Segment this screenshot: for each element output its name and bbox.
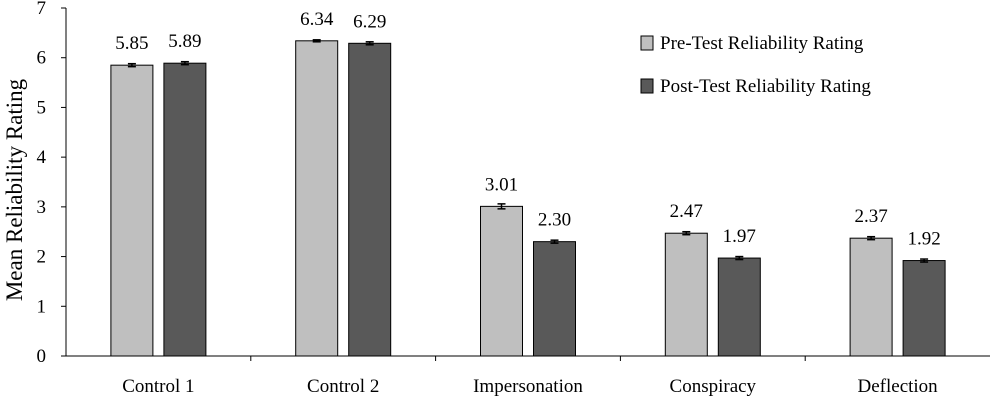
bar: [717, 257, 761, 357]
y-tick-label: 1: [37, 296, 47, 317]
y-tick-label: 4: [37, 147, 47, 168]
x-category-label: Control 1: [122, 376, 194, 397]
y-tick-label: 7: [37, 0, 47, 19]
bar: [348, 42, 392, 357]
y-axis: 0 1 2 3 4 5 6 7: [37, 0, 67, 367]
data-label: 2.30: [538, 210, 571, 231]
bar: [664, 232, 708, 357]
y-axis-label: Mean Reliability Rating: [2, 78, 27, 301]
x-category-label: Impersonation: [473, 376, 583, 397]
legend-label: Post-Test Reliability Rating: [660, 76, 871, 97]
data-label: 2.37: [854, 206, 887, 227]
legend: Pre-Test Reliability Rating Post-Test Rel…: [640, 33, 871, 97]
y-tick-label: 2: [37, 247, 47, 268]
y-tick-label: 5: [37, 97, 47, 118]
y-tick-label: 6: [37, 48, 47, 69]
bar: [480, 205, 523, 357]
bar: [110, 64, 154, 357]
x-category-label: Conspiracy: [670, 376, 757, 397]
y-tick-label: 3: [37, 197, 47, 218]
data-label: 2.47: [670, 201, 703, 222]
data-label: 5.85: [115, 33, 148, 54]
y-tick-label: 0: [37, 346, 47, 367]
bar: [163, 62, 207, 357]
data-label: 1.97: [723, 226, 756, 247]
bar: [849, 237, 893, 357]
bars: 5.85 5.89 6.34 6.29 3.01 2.30 2.47 1.97 2.37 1.92: [110, 9, 946, 357]
x-axis: Control 1 Control 2 Impersonation Conspirac…: [66, 355, 990, 397]
x-category-label: Deflection: [858, 376, 939, 397]
bar: [295, 40, 339, 357]
x-category-label: Control 2: [307, 376, 379, 397]
legend-swatch: [640, 78, 654, 94]
data-label: 6.29: [353, 11, 386, 32]
data-label: 5.89: [168, 31, 201, 52]
data-label: 6.34: [300, 9, 334, 30]
bar: [902, 260, 946, 357]
data-label: 1.92: [907, 229, 940, 250]
legend-label: Pre-Test Reliability Rating: [660, 33, 864, 54]
data-label: 3.01: [485, 174, 518, 195]
legend-swatch: [640, 35, 654, 51]
bar: [533, 241, 576, 357]
